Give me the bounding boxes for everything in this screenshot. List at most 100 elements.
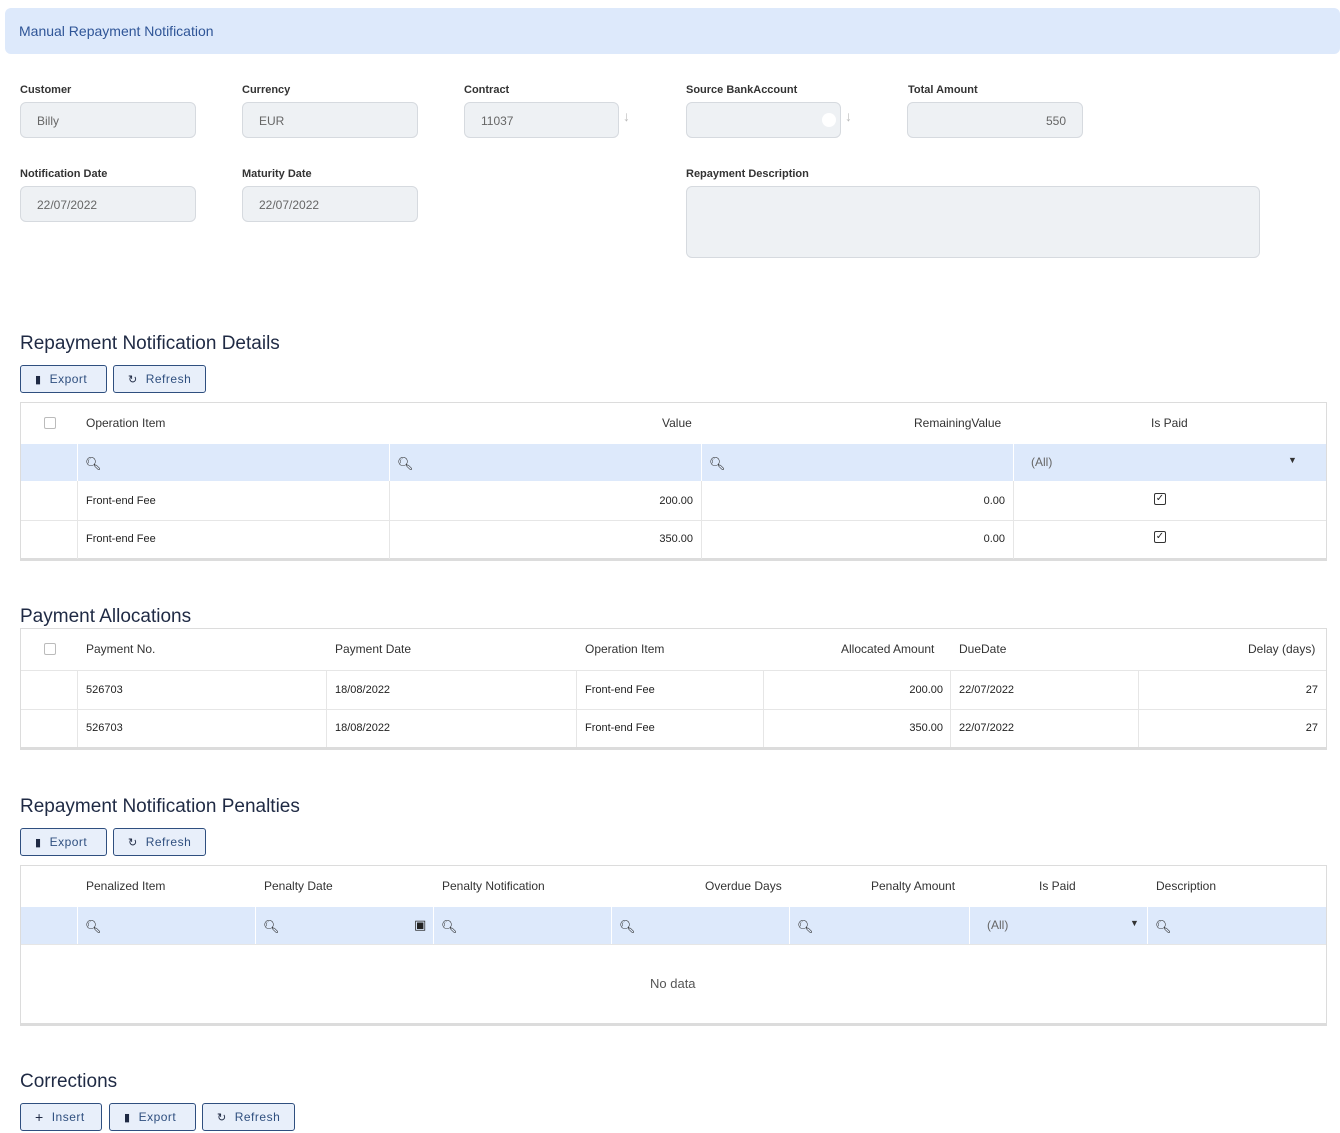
details-col-remaining-value[interactable]: RemainingValue [914,416,1002,430]
details-title: Repayment Notification Details [20,333,280,354]
pen-col-description[interactable]: Description [1156,879,1217,893]
source-bank-account-label: Source BankAccount [686,84,798,96]
details-grid: Operation Item Value RemainingValue Is P… [20,402,1327,561]
alloc-col-allocated-amount[interactable]: Allocated Amount [841,642,935,656]
page-title: Manual Repayment Notification [19,23,214,39]
details-row-1-remaining: 0.00 [983,495,1005,507]
chevron-down-icon: ▼ [1130,918,1139,928]
alloc-row-1-due-date: 22/07/2022 [959,684,1015,696]
customer-field[interactable]: Billy [20,102,196,138]
penalties-refresh-button[interactable]: ↻ Refresh [113,828,206,856]
allocations-title: Payment Allocations [20,606,192,627]
penalties-refresh-label: Refresh [145,835,192,849]
details-refresh-button[interactable]: ↻ Refresh [113,365,206,393]
details-row-2-item: Front-end Fee [86,533,156,545]
penalties-title: Repayment Notification Penalties [20,796,300,817]
details-refresh-label: Refresh [145,372,192,386]
corrections-refresh-label: Refresh [234,1110,281,1124]
pen-col-penalty-date[interactable]: Penalty Date [264,879,333,893]
search-icon: 🔍︎ [441,919,458,934]
search-icon: 🔍︎ [397,456,414,471]
alloc-row-2-delay: 27 [1305,722,1318,734]
filter-penalty-amount[interactable]: 🔍︎ [789,907,969,944]
alloc-row-2-operation-item: Front-end Fee [585,722,655,734]
maturity-date-label: Maturity Date [242,168,312,180]
details-select-all-checkbox[interactable] [44,417,56,429]
page-header: Manual Repayment Notification [5,8,1340,54]
filter-value[interactable]: 🔍︎ [389,444,701,481]
alloc-row-1-payment-no: 526703 [86,684,123,696]
penalties-grid: Penalized Item Penalty Date Penalty Noti… [20,865,1327,1026]
corrections-insert-button[interactable]: + Insert [20,1103,102,1131]
penalties-filter-row: 🔍︎ 🔍︎ ▣ 🔍︎ 🔍︎ 🔍︎ (All) ▼ 🔍︎ [21,907,1326,944]
pen-col-penalty-notification[interactable]: Penalty Notification [442,879,545,893]
alloc-col-operation-item[interactable]: Operation Item [585,642,665,656]
details-row-2-value: 350.00 [659,533,693,545]
details-filter-row: 🔍︎ 🔍︎ 🔍︎ (All) ▼ [21,444,1326,481]
source-bank-account-arrow-down-icon[interactable]: ↓ [845,108,852,124]
allocations-select-all-checkbox[interactable] [44,643,56,655]
notification-date-field[interactable]: 22/07/2022 [20,186,196,222]
refresh-icon: ↻ [128,373,138,386]
total-amount-label: Total Amount [908,84,978,96]
pen-col-penalized-item[interactable]: Penalized Item [86,879,166,893]
penalties-export-button[interactable]: ▮ Export [20,828,107,856]
corrections-title: Corrections [20,1071,118,1092]
filter-penalty-notification[interactable]: 🔍︎ [433,907,611,944]
loading-indicator-icon [822,113,836,127]
alloc-row-1-delay: 27 [1305,684,1318,696]
notification-date-label: Notification Date [20,168,108,180]
currency-field[interactable]: EUR [242,102,418,138]
filter-is-paid-select[interactable]: (All) ▼ [1013,444,1326,481]
contract-field[interactable]: 11037 [464,102,619,138]
details-col-operation-item[interactable]: Operation Item [86,416,166,430]
file-icon: ▮ [35,373,42,386]
pen-col-penalty-amount[interactable]: Penalty Amount [871,879,956,893]
filter-remaining-value[interactable]: 🔍︎ [701,444,1013,481]
alloc-col-due-date[interactable]: DueDate [959,642,1007,656]
details-row-2-remaining: 0.00 [983,533,1005,545]
repayment-description-field[interactable] [686,186,1260,258]
details-export-label: Export [49,372,88,386]
filter-penalized-item[interactable]: 🔍︎ [77,907,255,944]
details-export-button[interactable]: ▮ Export [20,365,107,393]
refresh-icon: ↻ [217,1111,227,1124]
search-icon: 🔍︎ [85,919,102,934]
maturity-date-field[interactable]: 22/07/2022 [242,186,418,222]
contract-arrow-down-icon[interactable]: ↓ [623,108,630,124]
details-row-1-value: 200.00 [659,495,693,507]
details-row-1-paid-checkbox[interactable]: ✓ [1154,493,1166,505]
filter-description[interactable]: 🔍︎ [1147,907,1326,944]
alloc-col-payment-date[interactable]: Payment Date [335,642,412,656]
file-icon: ▮ [35,836,42,849]
alloc-row-1-operation-item: Front-end Fee [585,684,655,696]
allocations-grid: Payment No. Payment Date Operation Item … [20,628,1327,750]
filter-is-paid-value: (All) [1031,455,1053,469]
penalties-no-data: No data [650,976,696,991]
filter-penalty-date[interactable]: 🔍︎ ▣ [255,907,433,944]
alloc-col-payment-no[interactable]: Payment No. [86,642,156,656]
search-icon: 🔍︎ [619,919,636,934]
alloc-row-2-due-date: 22/07/2022 [959,722,1015,734]
filter-overdue-days[interactable]: 🔍︎ [611,907,789,944]
alloc-row-1-payment-date: 18/08/2022 [335,684,391,696]
pen-col-overdue-days[interactable]: Overdue Days [705,879,782,893]
source-bank-account-field[interactable] [686,102,841,138]
details-row-2-paid-checkbox[interactable]: ✓ [1154,531,1166,543]
calendar-icon[interactable]: ▣ [414,917,427,932]
corrections-export-button[interactable]: ▮ Export [109,1103,196,1131]
details-col-is-paid[interactable]: Is Paid [1151,416,1188,430]
refresh-icon: ↻ [128,836,138,849]
pen-col-is-paid[interactable]: Is Paid [1039,879,1076,893]
search-icon: 🔍︎ [797,919,814,934]
alloc-row-2-payment-no: 526703 [86,722,123,734]
plus-icon: + [35,1109,44,1125]
filter-operation-item[interactable]: 🔍︎ [77,444,389,481]
filter-is-paid-select[interactable]: (All) ▼ [969,907,1147,944]
details-col-value[interactable]: Value [662,416,692,430]
search-icon: 🔍︎ [1155,919,1172,934]
total-amount-field[interactable]: 550 [907,102,1083,138]
corrections-refresh-button[interactable]: ↻ Refresh [202,1103,295,1131]
alloc-row-2-payment-date: 18/08/2022 [335,722,391,734]
alloc-col-delay-days[interactable]: Delay (days) [1248,642,1316,656]
